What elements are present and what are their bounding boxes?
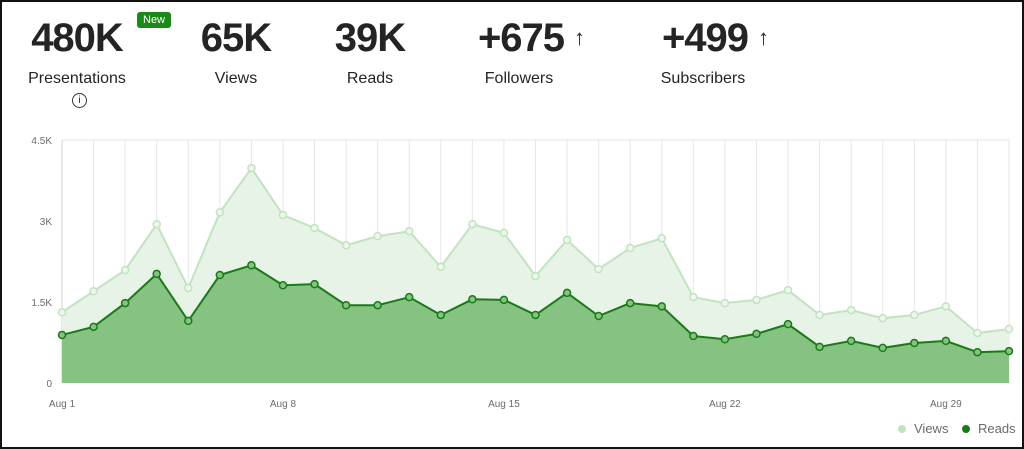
legend-views[interactable]: Views — [898, 421, 948, 436]
views-point — [878, 313, 887, 323]
new-badge: New — [137, 12, 172, 28]
reads-point — [878, 343, 887, 353]
stat-value: +675 — [477, 16, 565, 60]
y-tick-label: 3K — [40, 217, 53, 228]
stat-label: Views — [214, 70, 258, 87]
views-point — [625, 243, 635, 253]
x-tick-label: Aug 22 — [709, 399, 741, 410]
views-point — [657, 234, 667, 243]
views-point — [499, 228, 509, 238]
views-point — [373, 231, 382, 241]
views-point — [341, 241, 351, 250]
reads-point — [341, 300, 351, 310]
views-point — [468, 219, 477, 229]
views-point — [720, 298, 730, 308]
reads-point — [89, 322, 98, 332]
views-point — [973, 328, 982, 338]
stat-value: 39K — [334, 16, 406, 60]
views-point — [752, 295, 761, 305]
views-point — [531, 271, 540, 281]
reads-point — [1004, 346, 1014, 356]
stat-value: 65K — [200, 16, 272, 60]
stat-value: +499 — [661, 16, 749, 60]
stat-subscribers: +499 ↑ Subscribers — [650, 14, 780, 88]
reads-point — [783, 319, 793, 329]
info-icon[interactable]: i — [72, 93, 87, 108]
stat-label: Followers — [484, 70, 554, 87]
y-tick-label: 4.5K — [31, 136, 52, 147]
reads-point — [941, 336, 951, 346]
views-point — [594, 264, 603, 274]
reads-point — [278, 281, 288, 290]
views-point — [562, 235, 572, 245]
arrow-up-icon: ↑ — [574, 25, 585, 50]
views-point — [815, 310, 824, 320]
reads-point — [657, 302, 667, 311]
reads-point — [184, 316, 193, 326]
views-point — [910, 310, 919, 320]
views-point — [89, 286, 98, 296]
views-point — [152, 219, 161, 229]
views-point — [689, 292, 698, 302]
reads-area — [62, 265, 1009, 383]
views-point — [941, 302, 951, 311]
x-tick-label: Aug 29 — [930, 399, 962, 410]
legend-reads[interactable]: Reads — [962, 421, 1016, 436]
stat-reads: 39K Reads — [328, 14, 412, 88]
reads-point — [531, 310, 540, 320]
reads-point — [247, 261, 256, 270]
reads-point — [689, 331, 698, 341]
x-tick-label: Aug 15 — [488, 399, 520, 410]
x-tick-label: Aug 1 — [49, 399, 76, 410]
reads-point — [310, 279, 319, 289]
views-point — [57, 308, 67, 317]
reads-point — [57, 330, 67, 340]
reads-point — [404, 292, 414, 302]
stat-value: 480K — [31, 16, 124, 60]
views-point — [783, 285, 793, 295]
reads-point — [120, 298, 130, 308]
stat-label: Reads — [346, 70, 394, 87]
reads-point — [468, 295, 477, 304]
views-point — [247, 163, 256, 173]
reads-point — [594, 311, 603, 321]
arrow-up-icon: ↑ — [758, 25, 769, 50]
reads-point — [910, 338, 919, 348]
stat-followers: +675 ↑ Followers — [466, 14, 596, 88]
reads-point — [436, 310, 446, 320]
reads-point — [562, 288, 572, 298]
reads-point — [815, 342, 824, 352]
y-tick-label: 1.5K — [31, 298, 52, 309]
views-dot-icon — [898, 425, 906, 433]
stat-views: 65K Views — [196, 14, 276, 88]
stat-presentations: 480K Presentations i — [22, 14, 132, 108]
views-point — [184, 283, 193, 293]
reads-point — [752, 329, 761, 339]
stat-label: Presentations — [28, 70, 126, 87]
reads-point — [720, 335, 730, 344]
y-tick-label: 0 — [46, 379, 52, 390]
x-tick-label: Aug 8 — [270, 399, 297, 410]
reads-point — [973, 347, 982, 357]
views-point — [310, 223, 319, 233]
reads-point — [499, 295, 509, 305]
reads-point — [152, 269, 161, 279]
views-point — [404, 227, 414, 236]
legend-label: Views — [914, 421, 949, 436]
views-point — [120, 265, 130, 275]
reads-point — [373, 300, 382, 310]
stat-label: Subscribers — [660, 70, 746, 87]
reads-point — [846, 336, 856, 346]
reads-point — [625, 298, 635, 308]
views-point — [846, 305, 856, 315]
views-point — [215, 208, 225, 217]
views-point — [278, 210, 288, 220]
reads-point — [215, 270, 225, 280]
legend-label: Reads — [978, 421, 1016, 436]
reads-dot-icon — [962, 425, 970, 433]
views-point — [436, 262, 446, 272]
views-point — [1004, 324, 1014, 334]
